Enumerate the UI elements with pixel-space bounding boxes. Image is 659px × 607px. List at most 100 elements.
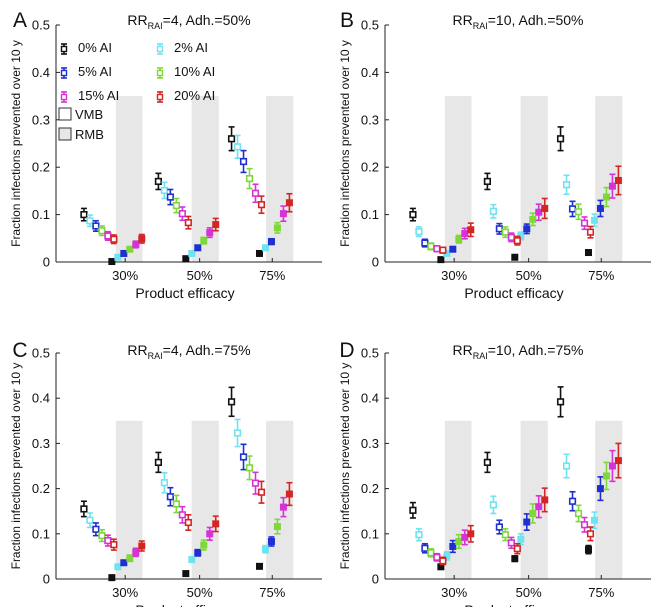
vmb-marker: [568, 497, 577, 505]
rmb-marker: [455, 537, 463, 545]
rmb-point-4-0: [132, 240, 140, 249]
vmb-marker: [251, 479, 260, 487]
vmb-marker: [574, 509, 583, 518]
rmb-point-3-2: [602, 186, 610, 208]
rmb-point-3-1: [200, 539, 208, 551]
legend-entry: 20% AI: [156, 88, 215, 103]
title-subscript: RAI: [473, 21, 488, 31]
vmb-marker: [409, 211, 417, 219]
rmb-point-2-1: [523, 223, 531, 235]
rmb-marker: [188, 249, 196, 257]
rmb-marker: [285, 199, 293, 207]
rmb-point-2-0: [120, 559, 128, 567]
panel-letter: B: [340, 9, 354, 32]
vmb-point-4-1: [178, 505, 186, 524]
rmb-marker: [608, 182, 616, 190]
title-rest: =4, Adh.=50%: [163, 12, 251, 28]
rmb-marker: [108, 258, 116, 266]
rmb-marker: [590, 516, 598, 524]
rmb-marker: [126, 554, 134, 562]
vmb-point-0-2: [556, 126, 565, 152]
y-axis-label: Fraction infections prevented over 10 y: [338, 363, 352, 570]
rmb-point-0-0: [437, 256, 445, 264]
vmb-marker: [92, 525, 100, 533]
vmb-marker: [233, 429, 242, 437]
rmb-marker: [188, 556, 196, 564]
vmb-marker: [257, 201, 266, 209]
vmb-marker: [80, 211, 88, 219]
vmb-point-2-2: [239, 443, 248, 471]
rmb-point-3-0: [455, 234, 463, 244]
rmb-marker: [511, 253, 519, 261]
vmb-legend-box: [58, 107, 72, 121]
title-rest: =10, Adh.=50%: [488, 12, 584, 28]
rmb-point-1-0: [114, 563, 122, 571]
vmb-point-3-1: [501, 528, 509, 542]
vmb-marker: [568, 205, 577, 213]
vmb-point-5-0: [110, 538, 118, 551]
rmb-point-5-0: [467, 222, 475, 238]
rmb-point-0-2: [255, 249, 263, 257]
vmb-marker: [556, 135, 565, 143]
title-rr: RR: [452, 342, 472, 358]
vmb-marker: [154, 458, 163, 466]
vmb-point-1-1: [160, 181, 168, 200]
x-axis-label: Product efficacy: [464, 602, 563, 607]
rmb-marker: [261, 545, 269, 553]
vmb-point-0-0: [409, 207, 417, 222]
title-rr: RR: [452, 12, 472, 28]
vmb-point-4-0: [433, 552, 441, 562]
rmb-marker: [182, 255, 190, 263]
rmb-point-0-0: [108, 258, 116, 266]
title-rr: RR: [127, 12, 147, 28]
rmb-shade-region: [266, 96, 294, 262]
vmb-point-1-0: [415, 226, 423, 238]
rmb-legend-label: RMB: [75, 127, 104, 142]
x-axis-label: Product efficacy: [135, 285, 234, 301]
rmb-shade-region: [115, 96, 143, 262]
rmb-marker: [212, 520, 220, 528]
rmb-point-2-2: [267, 237, 275, 246]
rmb-marker: [194, 244, 202, 252]
chart-panel-a: 0 0.1 0.2 0.3 0.4 0.5 30% 50% 75% Product efficac…: [9, 9, 322, 301]
rmb-marker: [132, 240, 140, 248]
rmb-point-5-1: [212, 515, 220, 533]
vmb-point-5-1: [184, 215, 192, 230]
vmb-point-5-0: [439, 556, 447, 566]
x-tick-label: 30%: [441, 585, 467, 600]
rmb-point-4-0: [132, 547, 140, 558]
rmb-marker: [596, 204, 604, 212]
rmb-point-2-2: [267, 536, 275, 547]
vmb-point-2-2: [239, 149, 248, 174]
rmb-marker: [206, 530, 214, 538]
rmb-marker: [212, 221, 220, 229]
vmb-marker: [562, 181, 571, 189]
chart-title: RRRAI=10, Adh.=50%: [452, 12, 583, 31]
vmb-marker: [421, 239, 429, 247]
legend-label: 5% AI: [78, 64, 112, 79]
vmb-marker: [160, 479, 168, 487]
rmb-marker: [255, 562, 263, 570]
rmb-point-4-2: [279, 205, 287, 223]
rmb-shade-region: [191, 96, 219, 262]
vmb-point-1-0: [415, 528, 423, 542]
rmb-point-3-2: [273, 518, 281, 535]
y-tick-label: 0.4: [361, 65, 379, 80]
rmb-point-4-2: [608, 173, 616, 199]
legend-entry: 2% AI: [156, 40, 208, 55]
vmb-marker: [489, 501, 497, 509]
chart-panel-b: 0 0.1 0.2 0.3 0.4 0.5 30% 50% 75% Product efficac…: [338, 9, 651, 301]
vmb-marker: [86, 217, 94, 225]
y-tick-label: 0.3: [32, 436, 50, 451]
rmb-point-3-2: [273, 221, 281, 234]
rmb-marker: [279, 503, 287, 511]
rmb-point-5-0: [138, 233, 146, 244]
rmb-point-2-2: [596, 476, 604, 502]
rmb-point-3-1: [529, 212, 537, 227]
legend-label: 20% AI: [174, 88, 215, 103]
vmb-point-5-2: [257, 480, 266, 504]
x-tick-label: 75%: [259, 268, 285, 283]
vmb-point-3-0: [427, 242, 435, 251]
vmb-marker: [409, 506, 417, 514]
vmb-point-0-2: [227, 126, 236, 152]
